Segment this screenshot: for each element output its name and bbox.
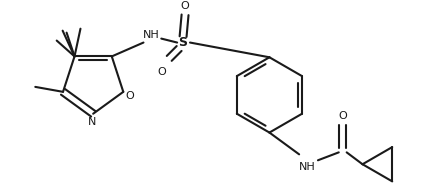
Text: NH: NH [143, 30, 160, 40]
Text: O: O [126, 91, 135, 101]
Text: O: O [181, 1, 189, 11]
Text: S: S [179, 36, 188, 49]
Text: NH: NH [299, 162, 315, 172]
Text: N: N [88, 117, 96, 127]
Text: O: O [157, 67, 166, 77]
Text: O: O [338, 111, 347, 121]
